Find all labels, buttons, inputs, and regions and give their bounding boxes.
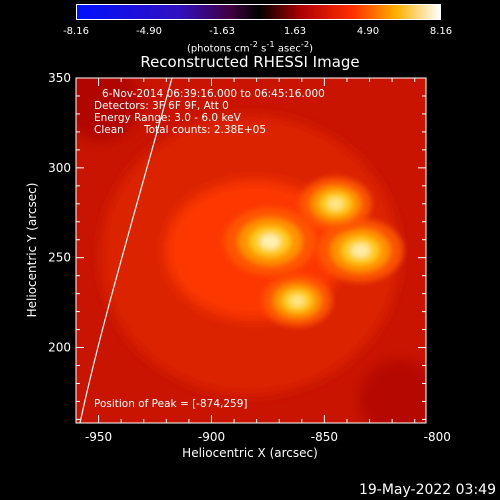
date-stamp: 19-May-2022 03:49 <box>358 482 496 498</box>
colorbar-tick: 8.16 <box>429 26 453 37</box>
colorbar-tick: -4.90 <box>136 26 162 37</box>
annotation-method: Clean <box>94 124 124 136</box>
source-blob <box>262 274 333 327</box>
y-tick-label: 200 <box>48 341 71 355</box>
y-axis-label: Heliocentric Y (arcsec) <box>25 183 39 318</box>
annotation-energy: Energy Range: 3.0 - 6.0 keV <box>94 112 241 124</box>
sources <box>224 177 404 327</box>
x-tick-label: -900 <box>198 430 225 444</box>
colorbar-tick: -1.63 <box>209 26 235 37</box>
colorbar-tick: -8.16 <box>63 26 89 37</box>
colorbar <box>76 4 441 20</box>
annotation-detectors: Detectors: 3F 6F 9F, Att 0 <box>94 100 229 112</box>
axes: -950 -900 -850 -800 200 250 300 350 <box>48 71 451 444</box>
solar-limb <box>79 78 173 423</box>
source-blob-layer <box>289 295 305 307</box>
y-tick-label: 250 <box>48 251 71 265</box>
colorbar-tick: 4.90 <box>356 26 380 37</box>
glow-corner-tl <box>76 78 140 140</box>
colorbar-tick: 1.63 <box>283 26 307 37</box>
annotation-counts: Total counts: 2.38E+05 <box>144 124 267 136</box>
x-tick-label: -800 <box>424 430 451 444</box>
source-blob <box>299 177 372 231</box>
heatmap-image <box>76 78 426 423</box>
colorbar-gradient <box>77 5 440 19</box>
colorbar-units: (photons cm-2 s-1 asec-2) <box>186 39 314 55</box>
chart-title: Reconstructed RHESSI Image <box>140 53 360 71</box>
y-tick-label: 350 <box>48 71 71 85</box>
y-tick-label: 300 <box>48 161 71 175</box>
x-tick-label: -950 <box>85 430 112 444</box>
annotation-time: 6-Nov-2014 06:39:16.000 to 06:45:16.000 <box>102 88 325 100</box>
annotation-peak: Position of Peak = [-874,259] <box>94 398 248 410</box>
glow-corner-br <box>360 360 426 423</box>
x-tick-label: -850 <box>311 430 338 444</box>
source-blob-layer <box>327 198 344 210</box>
source-blob-layer <box>259 233 281 250</box>
source-blob <box>224 207 317 276</box>
source-blob-layer <box>350 243 371 258</box>
source-blob <box>317 218 404 283</box>
plot-frame <box>75 77 427 424</box>
x-axis-label: Heliocentric X (arcsec) <box>182 446 318 460</box>
